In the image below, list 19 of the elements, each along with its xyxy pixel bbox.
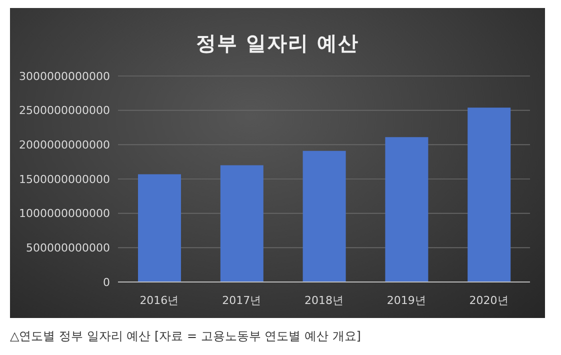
x-tick-label: 2016년 [140, 294, 179, 307]
y-tick-label: 3000000000000 [19, 70, 110, 83]
y-tick-label: 1000000000000 [19, 207, 110, 220]
bar [385, 137, 428, 282]
bar [220, 165, 264, 282]
y-tick-label: 2500000000000 [19, 104, 110, 118]
bar [468, 108, 511, 282]
y-tick-label: 500000000000 [26, 242, 110, 255]
x-tick-label: 2017년 [222, 294, 262, 307]
x-tick-label: 2019년 [386, 294, 426, 307]
y-tick-label: 2000000000000 [19, 138, 110, 152]
x-tick-label: 2020년 [469, 294, 508, 307]
text: △연도별 정부 일자리 예산 [자료 = 고용노동부 연도별 예산 개요] [10, 328, 362, 345]
y-tick-label: 1500000000000 [19, 172, 110, 186]
y-tick-label: 0 [103, 276, 110, 289]
x-tick-label: 2018년 [304, 294, 344, 307]
bar [138, 174, 181, 282]
bar [302, 150, 346, 282]
chart-title: 정부 일자리 예산 [195, 30, 360, 57]
